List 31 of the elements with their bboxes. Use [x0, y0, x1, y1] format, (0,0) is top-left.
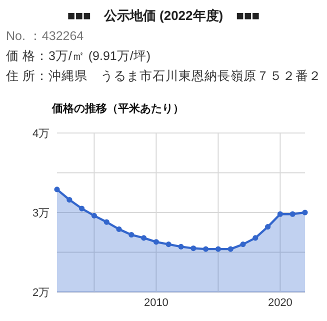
- y-tick-label: 3万: [32, 208, 50, 220]
- point: [190, 245, 196, 252]
- point: [141, 235, 147, 241]
- y-tick-label: 2万: [32, 287, 50, 299]
- point: [265, 224, 271, 230]
- y-tick-label: 4万: [32, 128, 50, 140]
- text: 価 格：3万/㎡ (9.91万/坪): [6, 49, 150, 63]
- point: [203, 246, 209, 252]
- point: [91, 212, 97, 218]
- point: [79, 206, 85, 212]
- point: [178, 244, 184, 250]
- point: [166, 242, 172, 248]
- point: [215, 246, 221, 252]
- point: [277, 211, 283, 217]
- x-tick-label: 2020: [268, 297, 292, 309]
- x-tick-label: 2010: [144, 297, 168, 309]
- chart-subtitle: 価格の推移（平米あたり）: [51, 102, 184, 115]
- point: [116, 226, 122, 232]
- text: No. ：432264: [6, 29, 84, 43]
- text: 住 所：沖縄県 うるま市石川東恩納長嶺原７５２番２: [5, 69, 322, 83]
- point: [153, 239, 159, 245]
- point: [128, 232, 134, 238]
- point: [240, 242, 246, 248]
- point: [252, 235, 258, 241]
- point: [66, 196, 72, 203]
- point: [54, 186, 60, 192]
- point: [290, 211, 296, 217]
- point: [302, 210, 308, 216]
- point: [228, 246, 234, 252]
- point: [104, 219, 110, 225]
- chart-title: ■■■ 公示地価 (2022年度) ■■■: [67, 8, 260, 23]
